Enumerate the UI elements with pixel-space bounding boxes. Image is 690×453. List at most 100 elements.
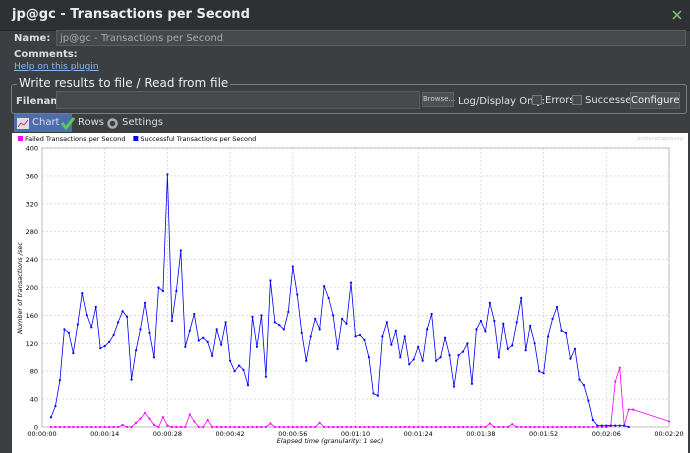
point [390,343,393,346]
point [76,323,79,326]
point [224,425,227,429]
point [67,425,70,429]
filename-field[interactable] [56,91,420,109]
point [323,425,326,429]
point [278,324,281,327]
point [229,359,232,362]
point [63,425,66,429]
point [484,425,487,429]
point [403,425,406,429]
point [211,354,214,357]
name-field[interactable]: jp@gc - Transactions per Second [56,30,686,46]
y-tick-label: 120 [26,340,38,348]
point [609,424,612,427]
expand-icon[interactable] [672,10,682,20]
y-tick-label: 80 [30,368,38,376]
point [497,356,500,359]
point [273,321,276,324]
point [278,425,281,429]
browse-button[interactable]: Browse... [422,92,455,107]
x-tick-label: 00:00:00 [27,430,56,438]
point [233,370,236,373]
point [596,424,599,427]
point [354,335,357,338]
chart: jmeter-plugins.org Elapsed time (granula… [12,133,688,453]
point [246,425,250,429]
point [157,425,160,429]
window-title: jp@gc - Transactions per Second [12,7,250,22]
point [188,413,191,416]
point [202,336,205,339]
tab-label: Chart [32,117,60,128]
file-panel-title: Write results to file / Read from file [17,76,231,90]
point [264,425,268,429]
point [314,425,317,429]
point [591,425,594,429]
point [349,425,353,429]
point [305,425,308,429]
point [340,425,344,429]
point [627,425,630,429]
y-tick-label: 400 [26,145,38,153]
point [578,425,581,429]
point [497,425,500,429]
point [251,315,254,318]
x-tick-label: 00:00:14 [90,430,119,438]
point [470,382,474,385]
point [529,324,532,327]
point [479,425,482,429]
point [435,359,438,362]
chart-tab[interactable]: Chart [14,114,72,132]
point [139,328,142,331]
point [345,425,348,429]
point [81,425,84,429]
point [618,366,621,369]
point [94,305,97,309]
point [426,328,429,331]
point [309,425,312,429]
point [130,378,133,381]
settings-tab[interactable]: Settings [104,114,172,132]
point [632,408,635,411]
point [439,425,442,429]
file-panel [11,84,687,114]
rows-tab[interactable]: Rows [60,114,118,132]
point [291,425,294,429]
point [242,368,245,371]
point [488,422,491,425]
point [452,425,456,429]
point [103,344,106,348]
successes-checkbox[interactable]: Successes [572,95,637,106]
point [578,378,581,381]
point [197,339,200,342]
point [560,329,563,332]
point [448,425,451,429]
point [426,425,429,429]
point [67,331,70,334]
point [443,425,447,429]
x-tick-label: 00:00:42 [215,430,244,438]
point [399,356,402,359]
errors-checkbox[interactable]: Errors [532,95,575,106]
point [394,329,397,332]
point [358,333,362,337]
point [475,425,478,429]
point [457,354,460,357]
point [506,425,509,429]
configure-button[interactable]: Configure [630,92,680,109]
point [237,364,241,367]
point [170,425,173,429]
point [421,425,424,429]
point [291,265,294,268]
point [211,425,214,429]
point [273,425,276,429]
help-link[interactable]: Help on this plugin [14,62,99,72]
errors-text: Errors [545,95,575,106]
y-tick-label: 240 [26,256,38,264]
x-tick-label: 00:01:10 [341,430,370,438]
point [332,425,335,429]
x-tick-label: 00:02:20 [654,430,683,438]
point [488,301,491,304]
point [336,425,339,429]
point [511,423,514,426]
